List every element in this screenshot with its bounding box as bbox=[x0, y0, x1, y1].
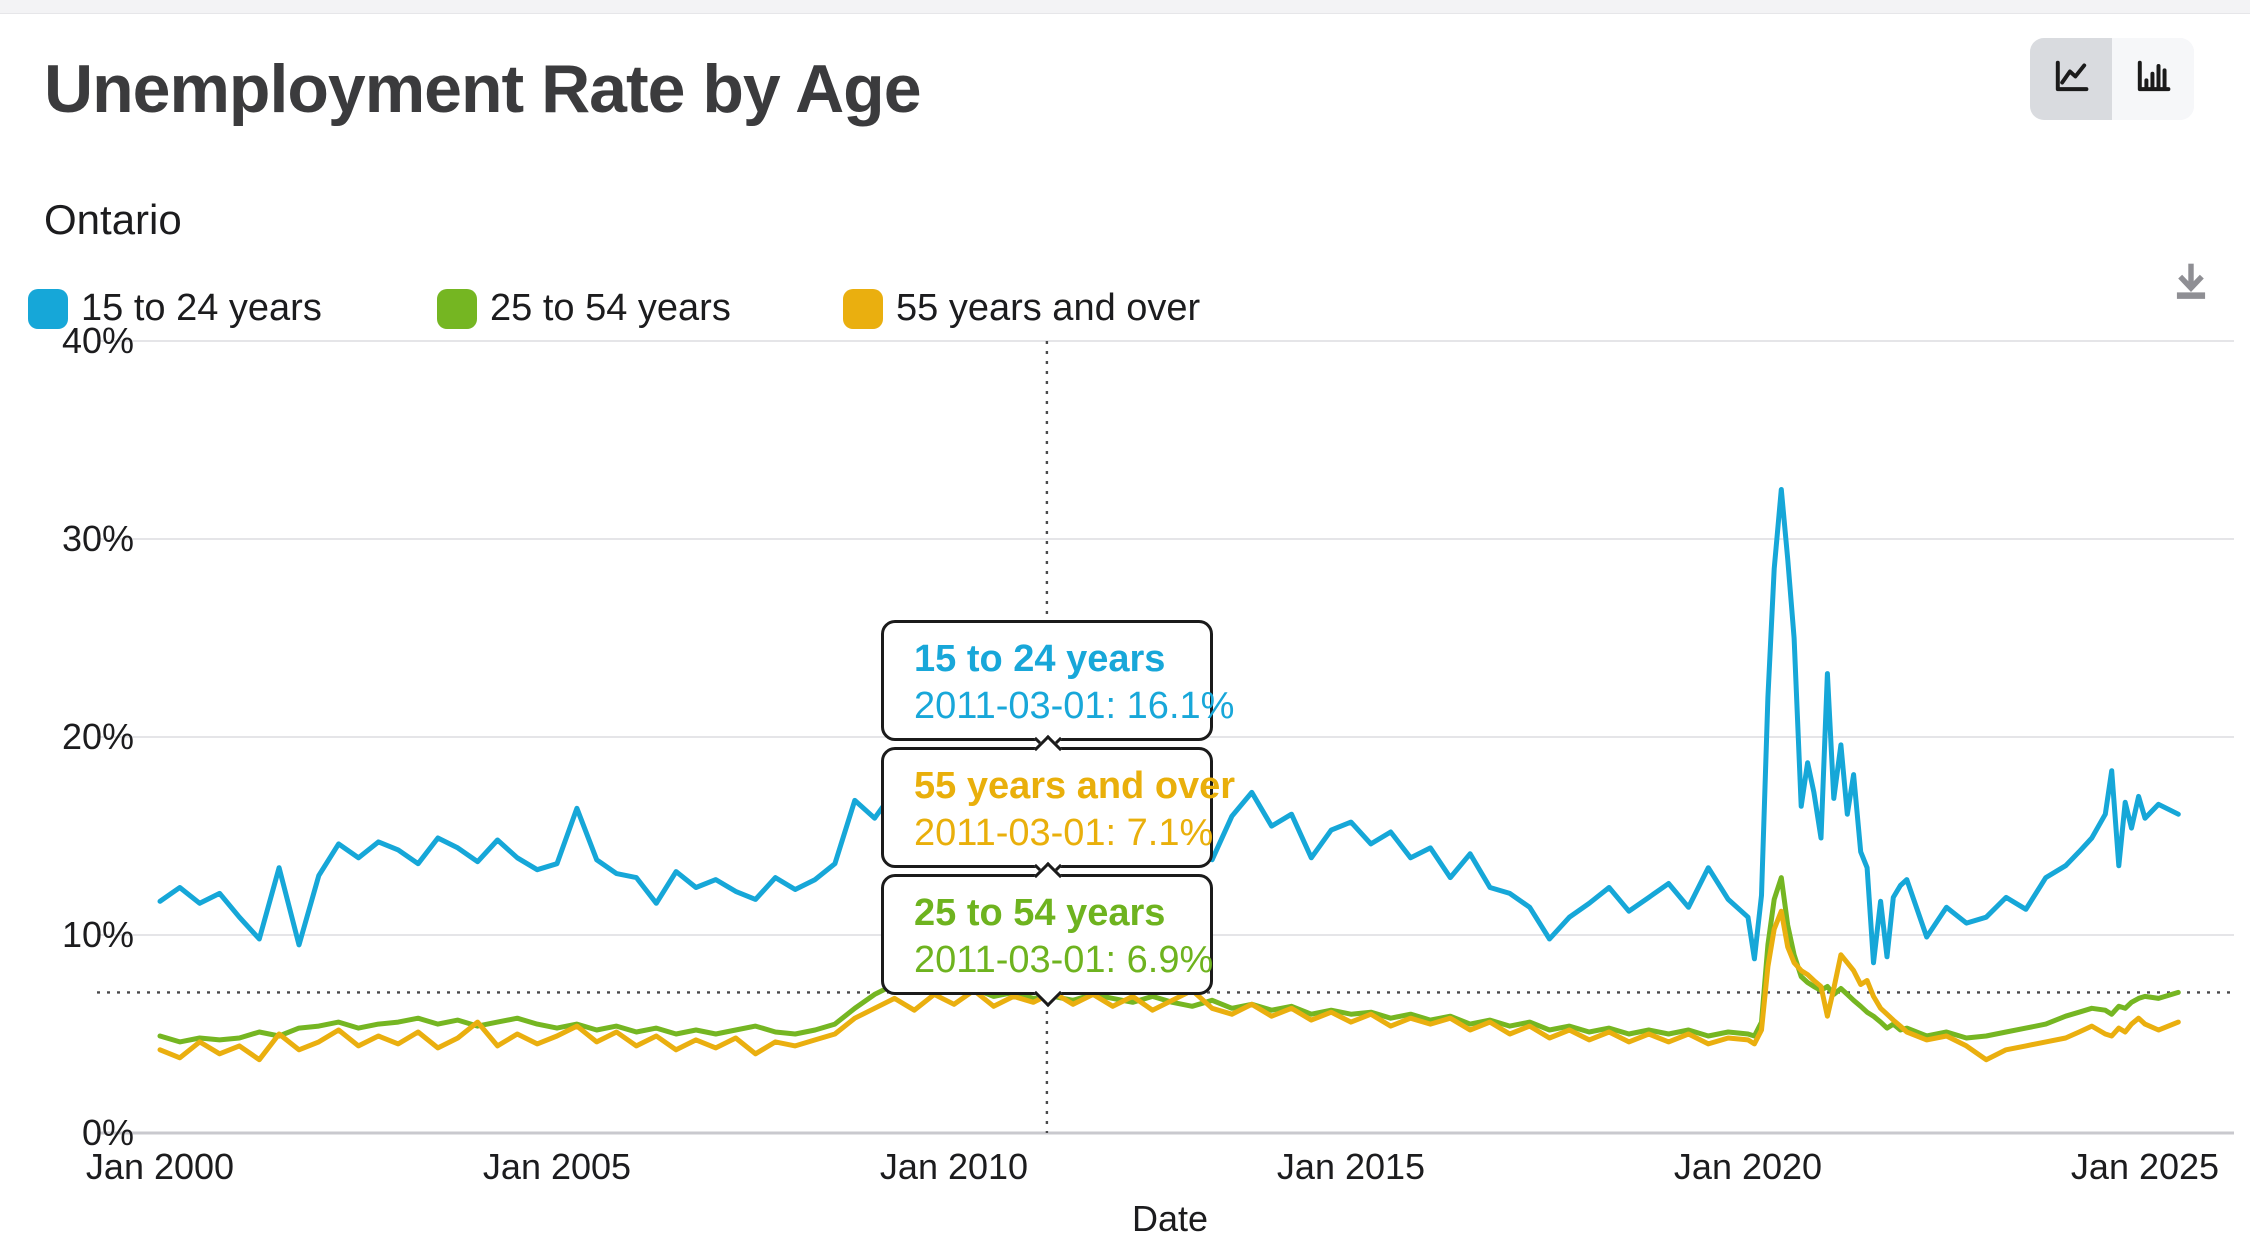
series-line-55-years-and-over bbox=[157, 908, 2181, 1063]
x-axis-tick-label: Jan 2025 bbox=[2070, 1146, 2220, 1187]
chart-type-toggle bbox=[2030, 38, 2194, 120]
legend-item-25-to-54-years[interactable]: 25 to 54 years bbox=[437, 287, 731, 330]
x-axis-tick-label: Jan 2005 bbox=[482, 1146, 632, 1187]
y-axis-tick-label: 0% bbox=[81, 1112, 134, 1153]
x-axis-tick-label: Jan 2000 bbox=[85, 1146, 235, 1187]
series-line-15-to-24-years bbox=[157, 487, 2181, 966]
x-axis-tick-label: Jan 2020 bbox=[1673, 1146, 1823, 1187]
page-title: Unemployment Rate by Age bbox=[44, 51, 922, 127]
chart-subtitle-region: Ontario bbox=[44, 196, 182, 243]
y-axis-tick-label: 20% bbox=[61, 716, 134, 757]
legend-swatch bbox=[437, 288, 477, 329]
chart-canvas[interactable] bbox=[0, 0, 2250, 1212]
legend-item-15-to-24-years[interactable]: 15 to 24 years bbox=[28, 287, 322, 330]
legend-label: 25 to 54 years bbox=[490, 287, 731, 329]
x-axis-tick-label: Jan 2010 bbox=[879, 1146, 1029, 1187]
tooltip-25-54: 25 to 54 years 2011-03-01: 6.9% bbox=[881, 874, 1213, 995]
y-axis-tick-label: 30% bbox=[61, 518, 134, 559]
tooltip-55-over: 55 years and over 2011-03-01: 7.1% bbox=[881, 747, 1236, 868]
x-axis-tick-label: Jan 2015 bbox=[1276, 1146, 1426, 1187]
tooltip-series-name: 15 to 24 years bbox=[914, 638, 1166, 680]
tooltip-series-name: 25 to 54 years bbox=[914, 892, 1166, 934]
download-button[interactable] bbox=[2163, 255, 2219, 311]
tooltip-series-value: 2011-03-01: 16.1% bbox=[914, 685, 1235, 727]
series-line-25-to-54-years bbox=[157, 875, 2181, 1045]
top-strip bbox=[0, 0, 2250, 14]
legend-swatch bbox=[28, 288, 68, 329]
y-axis-tick-label: 40% bbox=[61, 320, 134, 361]
tooltip-series-value: 2011-03-01: 7.1% bbox=[914, 812, 1214, 854]
download-icon bbox=[2165, 255, 2217, 312]
bar-chart-button[interactable] bbox=[2112, 38, 2194, 120]
tooltip-15-24: 15 to 24 years 2011-03-01: 16.1% bbox=[881, 620, 1235, 741]
line-chart-icon bbox=[2049, 55, 2093, 104]
tooltip-series-name: 55 years and over bbox=[914, 765, 1236, 807]
legend-item-55-years-and-over[interactable]: 55 years and over bbox=[843, 287, 1200, 330]
line-chart-button[interactable] bbox=[2030, 38, 2112, 120]
x-axis-title: Date bbox=[1131, 1198, 1209, 1239]
legend-label: 15 to 24 years bbox=[81, 287, 322, 329]
y-axis-tick-label: 10% bbox=[61, 914, 134, 955]
legend-swatch bbox=[843, 288, 883, 329]
bar-chart-icon bbox=[2131, 55, 2175, 104]
legend-label: 55 years and over bbox=[896, 287, 1201, 329]
tooltip-series-value: 2011-03-01: 6.9% bbox=[914, 939, 1214, 981]
